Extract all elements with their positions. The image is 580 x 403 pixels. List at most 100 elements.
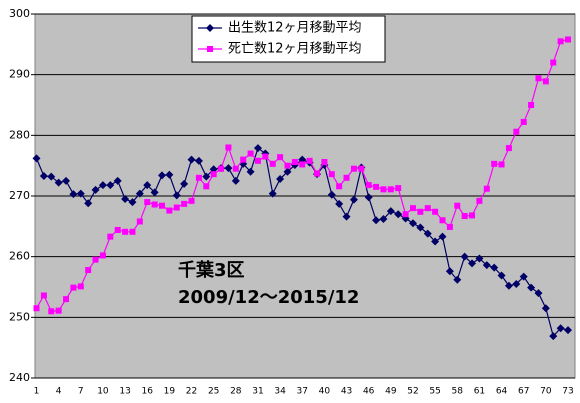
x-tick-label: 4 [56, 387, 62, 397]
x-tick-label: 49 [385, 387, 397, 397]
point [225, 144, 232, 151]
point [541, 304, 550, 313]
point [387, 186, 394, 193]
point [180, 179, 189, 188]
point [63, 296, 70, 303]
point [519, 272, 528, 281]
point [268, 189, 277, 198]
point [556, 324, 565, 333]
point [497, 271, 506, 280]
point [210, 171, 217, 178]
point [349, 195, 358, 204]
point [409, 205, 416, 212]
point [202, 172, 211, 181]
x-tick-label: 1 [34, 387, 40, 397]
point [106, 181, 115, 190]
y-tick-label: 270 [9, 189, 30, 202]
x-tick-label: 43 [341, 387, 352, 397]
point [365, 182, 372, 189]
point [284, 162, 291, 169]
x-tick-label: 31 [252, 387, 263, 397]
point [476, 197, 483, 204]
point [47, 172, 56, 181]
point [528, 102, 535, 108]
point [121, 195, 130, 204]
point [48, 308, 55, 315]
x-tick-label: 73 [562, 387, 573, 397]
point [439, 217, 446, 224]
point [402, 211, 409, 218]
point [150, 188, 159, 197]
annotation: 千葉3区 [178, 260, 245, 281]
point [224, 164, 233, 173]
point [350, 165, 357, 172]
point [335, 199, 344, 208]
point [469, 212, 476, 219]
point [157, 171, 166, 180]
point [454, 202, 461, 209]
point [77, 283, 84, 290]
point [84, 199, 93, 208]
point [535, 75, 542, 82]
point [151, 201, 158, 208]
point [557, 38, 564, 45]
point [194, 156, 203, 165]
point [306, 157, 313, 164]
point [113, 176, 122, 185]
point [262, 153, 269, 160]
x-tick-label: 40 [319, 387, 331, 397]
x-tick-label: 25 [208, 387, 219, 397]
point [143, 181, 152, 190]
point [327, 190, 336, 199]
legend-marker [206, 24, 214, 32]
point [276, 175, 285, 184]
point [246, 167, 255, 176]
point [408, 219, 417, 228]
legend-label: 死亡数12ヶ月移動平均 [228, 42, 362, 57]
point [85, 267, 92, 274]
point [342, 212, 351, 221]
point [32, 154, 41, 163]
point [373, 183, 380, 190]
point [468, 259, 477, 268]
x-tick-label: 67 [518, 387, 529, 397]
x-tick-label: 52 [407, 387, 418, 397]
point [247, 150, 254, 157]
point [39, 171, 48, 180]
point [253, 144, 262, 153]
point [172, 191, 181, 200]
x-tick-label: 10 [97, 387, 109, 397]
point [165, 170, 174, 179]
point [491, 160, 498, 167]
point [520, 118, 527, 125]
x-tick-label: 37 [297, 387, 308, 397]
point [431, 237, 440, 246]
point [91, 185, 100, 194]
x-tick-label: 61 [474, 387, 485, 397]
point [417, 208, 424, 215]
point [438, 232, 447, 241]
legend-label: 出生数12ヶ月移動平均 [228, 21, 362, 36]
point [394, 210, 403, 219]
point [446, 223, 453, 230]
point [99, 252, 106, 259]
point [70, 284, 77, 291]
point [92, 256, 99, 263]
y-tick-label: 280 [9, 128, 30, 141]
point [380, 186, 387, 193]
point [336, 183, 343, 190]
legend-marker [207, 46, 213, 52]
point [144, 199, 151, 206]
x-tick-label: 13 [119, 387, 130, 397]
point [460, 252, 469, 261]
point [321, 159, 328, 166]
legend-box [191, 15, 386, 63]
point [549, 332, 558, 341]
point [188, 197, 195, 204]
x-tick-label: 64 [496, 387, 508, 397]
point [358, 165, 365, 172]
y-tick-label: 240 [9, 371, 30, 384]
point [254, 157, 261, 164]
point [483, 185, 490, 192]
